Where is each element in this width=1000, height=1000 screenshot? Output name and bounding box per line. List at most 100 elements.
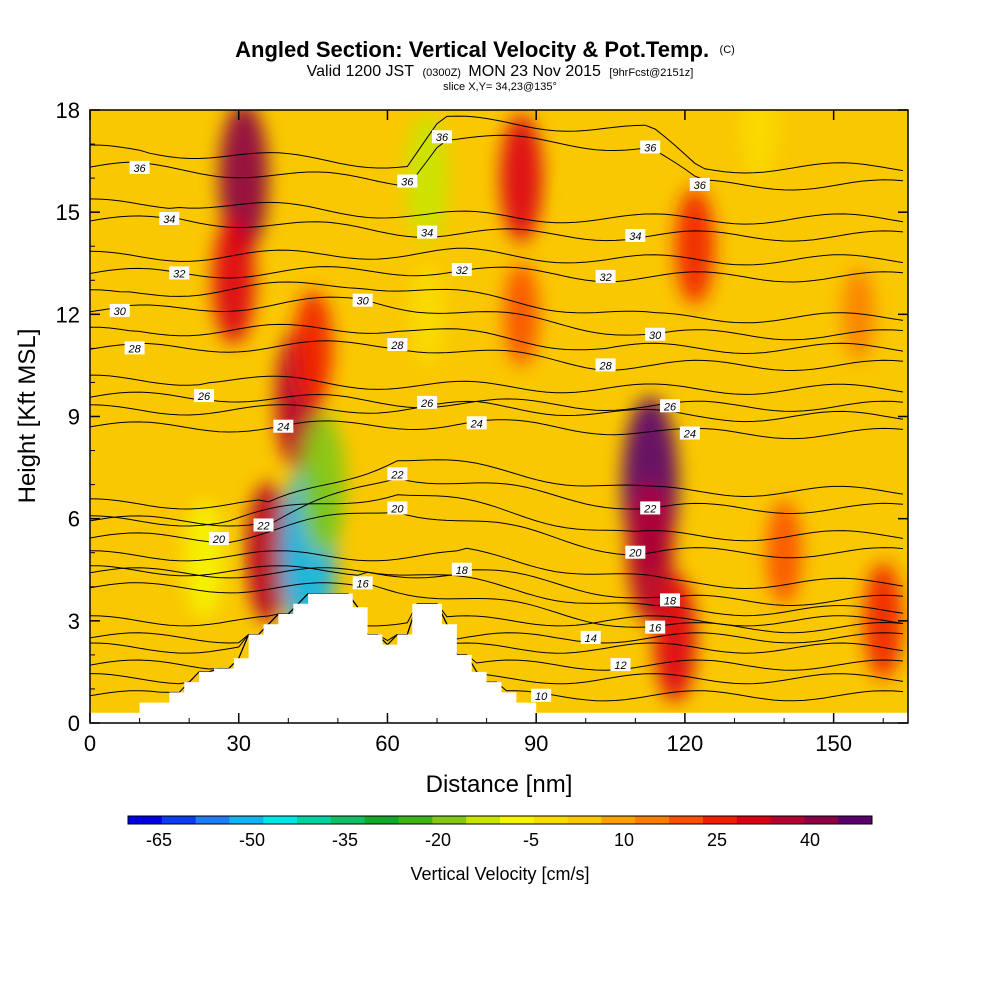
x-tick-label: 150 [815, 731, 852, 756]
x-tick-label: 30 [226, 731, 250, 756]
isentrope-line [90, 567, 904, 607]
colorbar-tick-label: -5 [523, 830, 539, 850]
y-tick-label: 9 [68, 405, 80, 430]
colorbar-swatch [364, 816, 400, 824]
colorbar-swatch [635, 816, 670, 824]
contour-label-text: 30 [357, 296, 370, 308]
contour-label: 22 [387, 467, 408, 481]
contour-label: 36 [129, 160, 150, 175]
contour-label: 16 [352, 576, 373, 590]
velocity-feature [675, 188, 715, 305]
contour-label-text: 28 [127, 343, 141, 355]
contour-label: 20 [208, 532, 229, 546]
contour-label-text: 30 [649, 330, 662, 342]
velocity-feature [545, 472, 577, 565]
contour-label: 26 [660, 399, 681, 413]
x-tick-label: 120 [667, 731, 704, 756]
colorbar-swatch [702, 816, 738, 824]
contour-label-text: 28 [598, 360, 612, 372]
contour-label-text: 34 [421, 228, 433, 240]
velocity-feature [293, 290, 333, 407]
contour-label-text: 22 [390, 469, 403, 481]
x-tick-label: 60 [375, 731, 399, 756]
colorbar-tick-label: 10 [614, 830, 634, 850]
forecast-tag: [9hrFcst@2151z] [609, 67, 693, 79]
contour-label-text: 24 [276, 422, 289, 434]
x-axis-label: Distance [nm] [426, 771, 573, 798]
contour-label-text: 10 [535, 691, 548, 703]
contour-label: 20 [387, 501, 408, 515]
velocity-feature [741, 110, 777, 180]
contour-label: 32 [169, 266, 190, 280]
colorbar-swatch [567, 816, 602, 824]
contour-label-text: 26 [420, 398, 434, 410]
colorbar-frame [127, 815, 873, 825]
isentrope-line [90, 593, 904, 644]
contour-label: 10 [531, 688, 552, 703]
colorbar-swatch [533, 816, 569, 824]
contour-label-text: 22 [256, 520, 269, 532]
colorbar-swatch [297, 816, 332, 824]
isentrope-line [90, 547, 904, 590]
contour-label-text: 36 [436, 132, 449, 144]
contour-label: 28 [595, 358, 616, 372]
y-tick-label: 15 [56, 200, 80, 225]
isentrope-line [90, 281, 904, 324]
contour-label: 34 [417, 225, 438, 240]
contour-label: 12 [610, 658, 631, 672]
colorbar-tick-label: -50 [239, 830, 265, 850]
colorbar-swatch [804, 816, 839, 824]
contour-label-text: 32 [599, 272, 611, 284]
contour-label-text: 12 [614, 660, 626, 672]
contour-label: 32 [595, 269, 616, 284]
isentrope-line [90, 582, 904, 634]
isentrope-line [90, 134, 904, 191]
chart-title-suffix: (C) [720, 44, 735, 56]
colorbar: -65 -50 -35 -20 -5 10 25 40 [127, 815, 873, 850]
colorbar-tick-label: -65 [146, 830, 172, 850]
isentrope-line [90, 593, 904, 627]
isentrope-line [90, 391, 904, 412]
x-axis: 0 30 60 90 120 150 [84, 110, 884, 756]
isentrope-line [90, 115, 904, 174]
isentrope-line [90, 593, 904, 685]
contour-label-text: 20 [212, 534, 226, 546]
contour-label: 30 [645, 327, 666, 342]
colorbar-swatch [500, 816, 535, 824]
velocity-feature [500, 114, 543, 243]
chart-title: Angled Section: Vertical Velocity & Pot.… [235, 37, 735, 62]
isentrope-line [90, 400, 904, 423]
contour-label: 14 [580, 630, 601, 645]
valid-prefix: Valid 1200 JST [307, 63, 415, 80]
contour-label: 18 [451, 562, 472, 577]
contour-label: 36 [431, 130, 452, 144]
velocity-feature [300, 414, 346, 555]
colorbar-swatch [770, 816, 805, 824]
colorbar-tick-label: 40 [800, 830, 820, 850]
velocity-feature [570, 166, 602, 259]
velocity-feature [863, 562, 903, 679]
contour-label-text: 16 [357, 578, 370, 590]
contour-label: 36 [397, 174, 418, 189]
colorbar-swatch [466, 816, 501, 824]
colorbar-tick-label: -35 [332, 830, 358, 850]
velocity-feature [212, 216, 255, 345]
colorbar-swatch [195, 816, 230, 824]
contour-label-text: 36 [694, 180, 707, 192]
contour-label: 18 [660, 593, 681, 607]
y-axis-label: Height [Kft MSL] [14, 329, 41, 504]
contour-label-text: 32 [456, 265, 468, 277]
isentrope-line [90, 494, 904, 542]
contour-label-text: 20 [390, 503, 404, 515]
chart-subtitle: Valid 1200 JST (0300Z) MON 23 Nov 2015 [… [307, 63, 694, 80]
contour-label: 32 [451, 263, 472, 277]
velocity-feature [766, 500, 802, 605]
y-tick-label: 18 [56, 98, 80, 123]
isentrope-line [90, 323, 904, 355]
contour-label: 24 [679, 426, 700, 441]
contour-label: 22 [640, 501, 661, 515]
colorbar-label: Vertical Velocity [cm/s] [410, 864, 589, 884]
contour-label-text: 20 [628, 548, 642, 560]
isentrope-line [90, 374, 904, 395]
